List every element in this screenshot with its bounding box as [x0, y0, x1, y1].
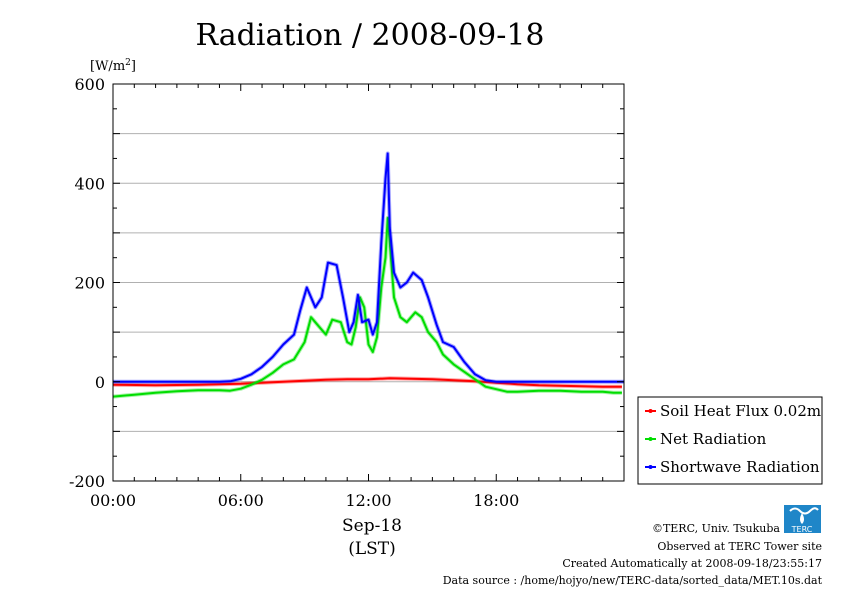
y-tick-label: 400 [74, 174, 105, 193]
series-halo [112, 216, 622, 399]
x-unit-label: (LST) [348, 539, 396, 559]
logo-text: TERC [791, 525, 813, 534]
x-axis-ticks: 00:00 06:00 12:00 18:00 [90, 84, 625, 510]
y-axis-unit: [W/m2] [90, 58, 136, 74]
legend-marker [648, 465, 653, 469]
x-tick-label: 18:00 [473, 491, 519, 510]
legend-box [637, 396, 823, 485]
logo-wave-icon [789, 507, 819, 515]
y-tick-label: 600 [74, 75, 105, 94]
legend-marker [648, 437, 653, 441]
x-tick-label: 12:00 [345, 491, 391, 510]
y-unit-sup: 2 [125, 58, 131, 68]
credit-source: Data source : /home/hojyo/new/TERC-data/… [443, 574, 823, 587]
credit-created: Created Automatically at 2008-09-18/23:5… [562, 557, 822, 570]
y-tick-label: 0 [95, 373, 105, 392]
legend-label: Net Radiation [660, 430, 767, 448]
legend-label: Soil Heat Flux 0.02m [660, 402, 821, 420]
logo-drop-icon [800, 513, 804, 524]
chart-title: Radiation / 2008-09-18 [195, 18, 544, 53]
series-lines [112, 151, 624, 399]
y-unit-end: ] [131, 59, 136, 74]
legend-marker [648, 409, 653, 413]
legend: Soil Heat Flux 0.02m Net Radiation Shortwa… [637, 396, 823, 485]
series-line-2 [112, 217, 622, 398]
terc-logo: TERC [784, 505, 821, 534]
x-tick-label: 00:00 [90, 491, 136, 510]
y-unit-base: [W/m [90, 59, 125, 74]
credit-copyright: ©TERC, Univ. Tsukuba [652, 522, 780, 535]
credit-site: Observed at TERC Tower site [657, 540, 822, 553]
y-tick-label: 200 [74, 274, 105, 293]
x-date-label: Sep-18 [342, 516, 402, 536]
y-tick-label: -200 [69, 472, 105, 491]
series-line-3 [113, 152, 624, 383]
x-tick-label: 06:00 [218, 491, 264, 510]
legend-label: Shortwave Radiation [660, 458, 820, 476]
y-axis-ticks: -200 0 200 400 600 [69, 75, 624, 491]
